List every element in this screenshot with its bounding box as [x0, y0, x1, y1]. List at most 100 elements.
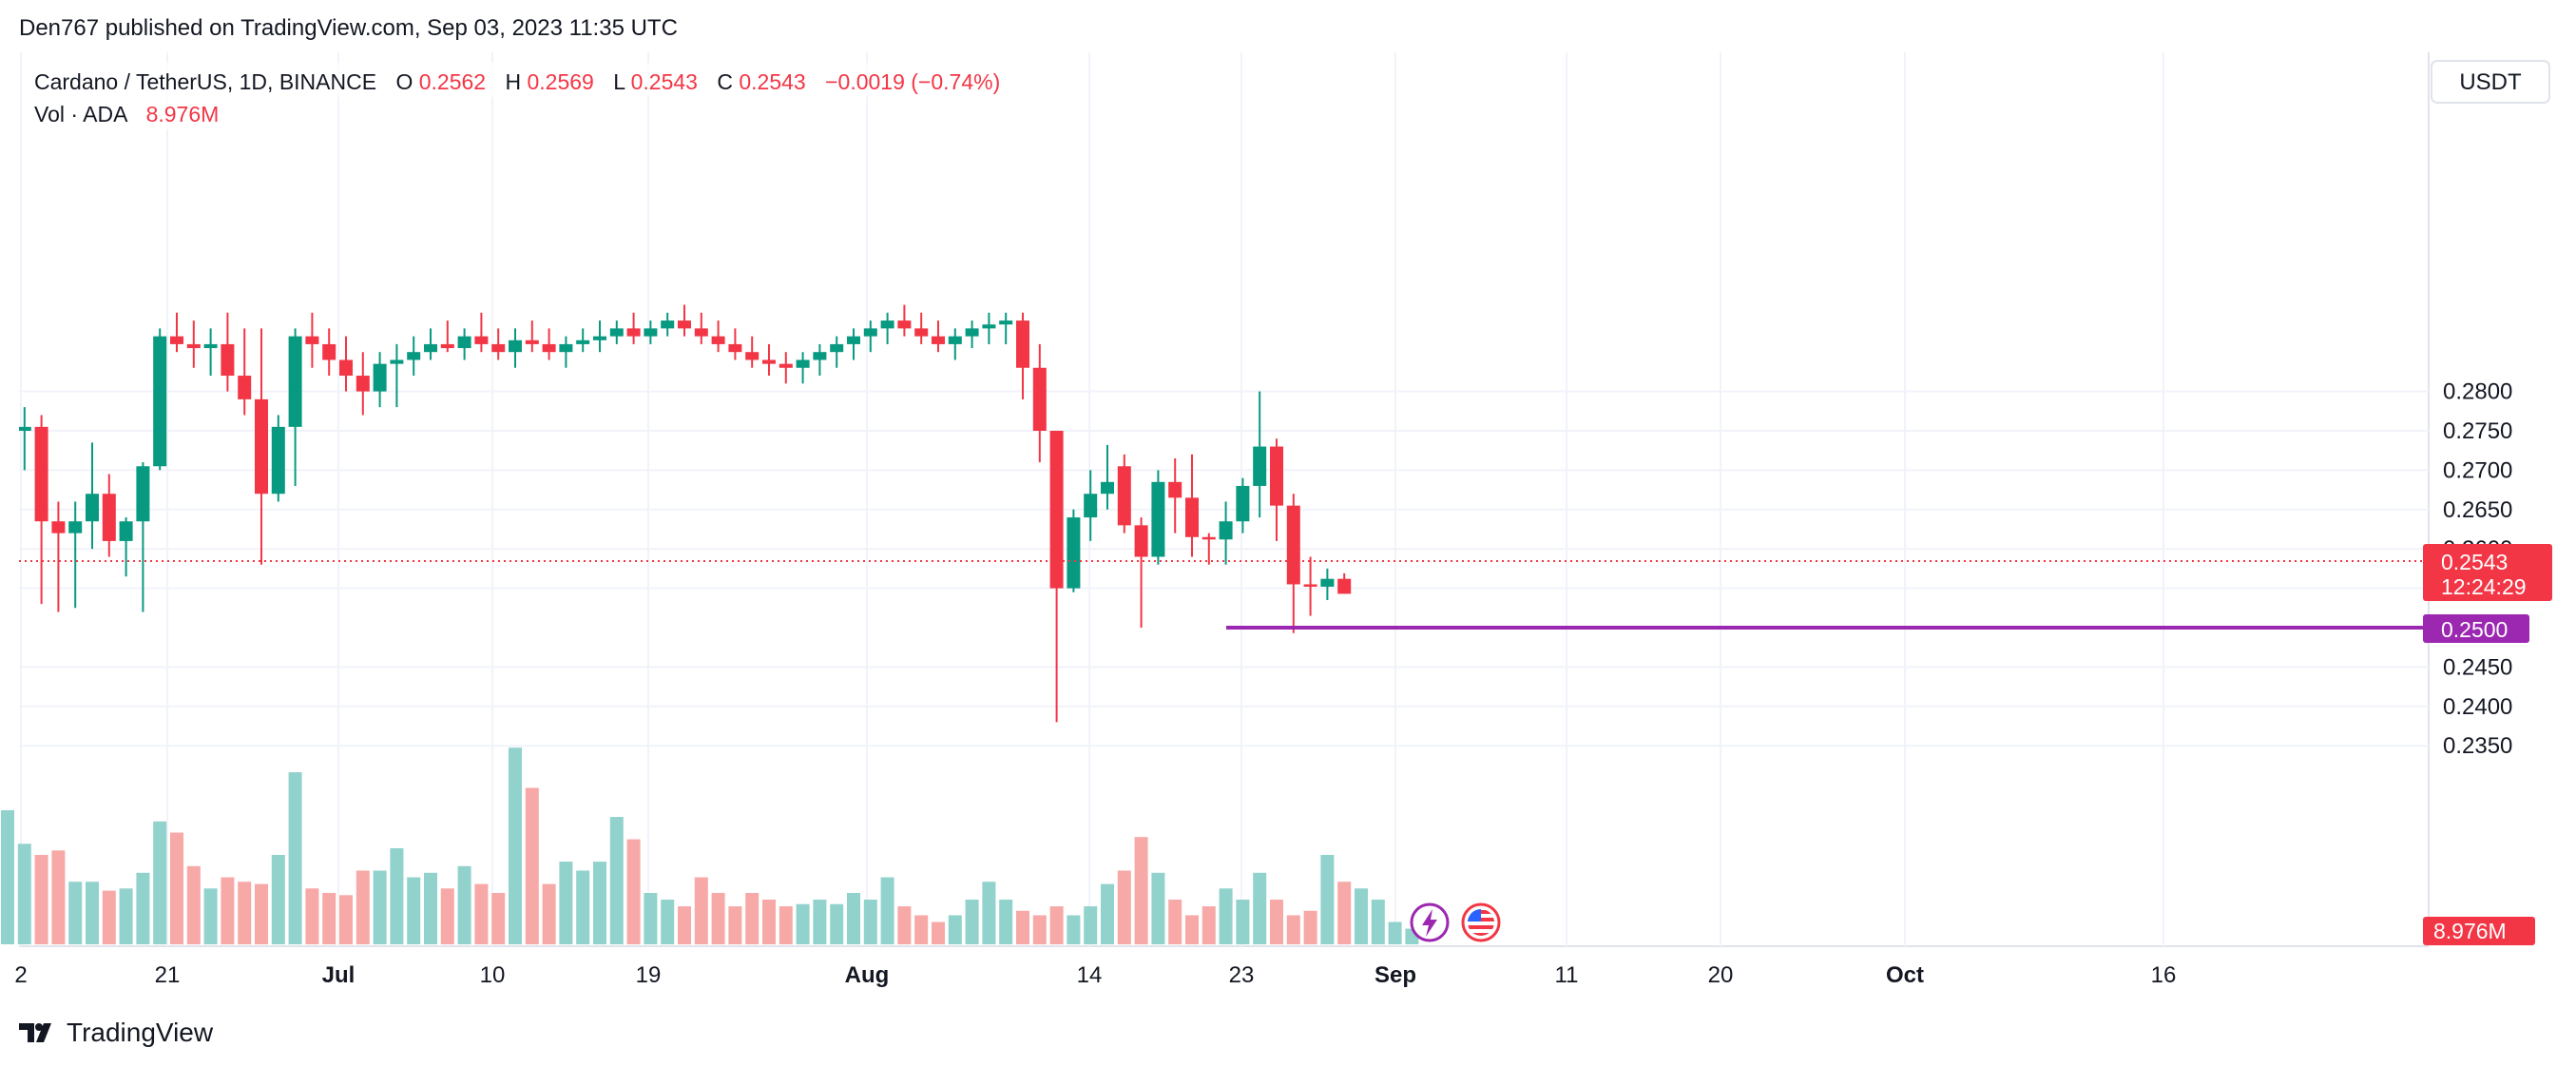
candle-body: [728, 343, 742, 353]
time-tick: Oct: [1886, 962, 1924, 988]
time-tick: 16: [2151, 962, 2177, 988]
time-tick: 19: [636, 962, 662, 988]
legend-close-value: 0.2543: [739, 69, 805, 94]
volume-bar: [711, 892, 725, 944]
candle-body: [186, 343, 201, 349]
volume-bar: [305, 888, 319, 944]
candle-body: [34, 426, 48, 522]
candle-body: [203, 343, 218, 349]
us-flag-icon[interactable]: [1461, 902, 1501, 942]
candle-body: [407, 352, 421, 360]
countdown-value: 12:24:29: [2441, 574, 2527, 599]
volume-bar: [694, 877, 708, 944]
candle-body: [948, 336, 962, 344]
candle-body: [1303, 584, 1317, 587]
candle-body: [271, 426, 285, 495]
volume-bar: [373, 870, 387, 944]
candle-body: [559, 343, 573, 353]
legend-volume-label: Vol · ADA: [34, 102, 128, 126]
volume-bar: [1101, 883, 1114, 944]
candle-body: [1219, 521, 1233, 540]
price-tick: 0.2350: [2443, 733, 2512, 759]
time-axis[interactable]: 2 21 Jul 10 19 Aug 14 23 Sep 11 20 Oct 16: [14, 962, 2176, 988]
candle-body: [153, 336, 167, 467]
legend-change: −0.0019 (−0.74%): [825, 69, 1000, 94]
volume-bar: [51, 850, 66, 944]
volume-bar: [153, 821, 167, 944]
candle-body: [914, 328, 929, 337]
volume-bar: [1117, 870, 1131, 944]
volume-bar: [1337, 882, 1352, 944]
candle-body: [1270, 446, 1283, 506]
volume-bar: [661, 900, 675, 944]
volume-bar: [1151, 872, 1165, 944]
volume-bar: [999, 900, 1013, 944]
volume-bar: [1286, 915, 1300, 944]
candle-body: [1236, 485, 1250, 522]
candle-body: [1, 431, 14, 433]
legend: Cardano / TetherUS, 1D, BINANCE O 0.2562…: [27, 63, 1034, 129]
legend-open-label: O: [395, 69, 413, 94]
volume-bar: [457, 865, 471, 944]
volume-bar: [847, 892, 860, 944]
candle-body: [609, 328, 624, 337]
volume-badge: 8.976M: [2423, 917, 2535, 945]
candle-body: [322, 343, 336, 360]
candle-body: [474, 336, 489, 344]
time-tick: 21: [155, 962, 181, 988]
candle-body: [51, 521, 66, 534]
volume-bar: [1320, 855, 1335, 944]
last-price-value: 0.2543: [2441, 550, 2508, 574]
candle-body: [932, 336, 945, 344]
candles: [1, 304, 1352, 723]
volume-bar: [170, 832, 183, 944]
legend-symbol: Cardano / TetherUS, 1D, BINANCE: [34, 69, 376, 94]
volume-bar: [322, 892, 336, 944]
volume-bar: [1371, 900, 1385, 944]
volume-bar: [813, 900, 827, 944]
volume-bar: [914, 915, 929, 944]
volume-bar: [491, 892, 506, 944]
volume-bar: [440, 888, 454, 944]
volume-bar: [136, 872, 150, 944]
volume-bar: [203, 888, 218, 944]
volume-bar: [1303, 910, 1317, 944]
volume-bar: [932, 922, 945, 944]
candle-body: [390, 359, 404, 364]
candle-body: [102, 494, 116, 541]
candle-body: [1049, 431, 1064, 589]
candle-body: [1101, 481, 1114, 495]
candle-body: [626, 328, 641, 337]
volume-bar: [1067, 915, 1081, 944]
candle-body: [982, 324, 996, 329]
volume-bar: [186, 865, 201, 944]
candle-body: [762, 359, 776, 364]
volume-bar: [407, 877, 421, 944]
volume-bar: [1032, 915, 1047, 944]
volume-bar: [678, 906, 691, 944]
volume-bar: [509, 747, 522, 944]
volume-bar: [1219, 888, 1233, 944]
tradingview-logo[interactable]: TradingView: [19, 1018, 213, 1048]
currency-label: USDT: [2459, 69, 2522, 95]
last-price-badge: 0.2543 12:24:29: [2423, 544, 2552, 601]
volume-bar: [68, 882, 83, 944]
candle-body: [356, 376, 370, 392]
candle-body: [68, 521, 83, 534]
volume-bar: [626, 839, 641, 944]
currency-button[interactable]: USDT: [2431, 60, 2550, 104]
candle-body: [305, 336, 319, 344]
price-tick: 0.2400: [2443, 694, 2512, 720]
level-price-value: 0.2500: [2441, 617, 2508, 642]
volume-bar: [1355, 888, 1368, 944]
volume-bar: [1134, 837, 1148, 944]
volume-bar: [1, 810, 14, 944]
candle-body: [288, 336, 302, 427]
volume-bar: [86, 882, 99, 944]
volume-bar: [525, 787, 539, 944]
candle-body: [779, 363, 793, 368]
legend-high-value: 0.2569: [528, 69, 594, 94]
lightning-icon[interactable]: [1410, 902, 1450, 942]
legend-open-value: 0.2562: [419, 69, 486, 94]
